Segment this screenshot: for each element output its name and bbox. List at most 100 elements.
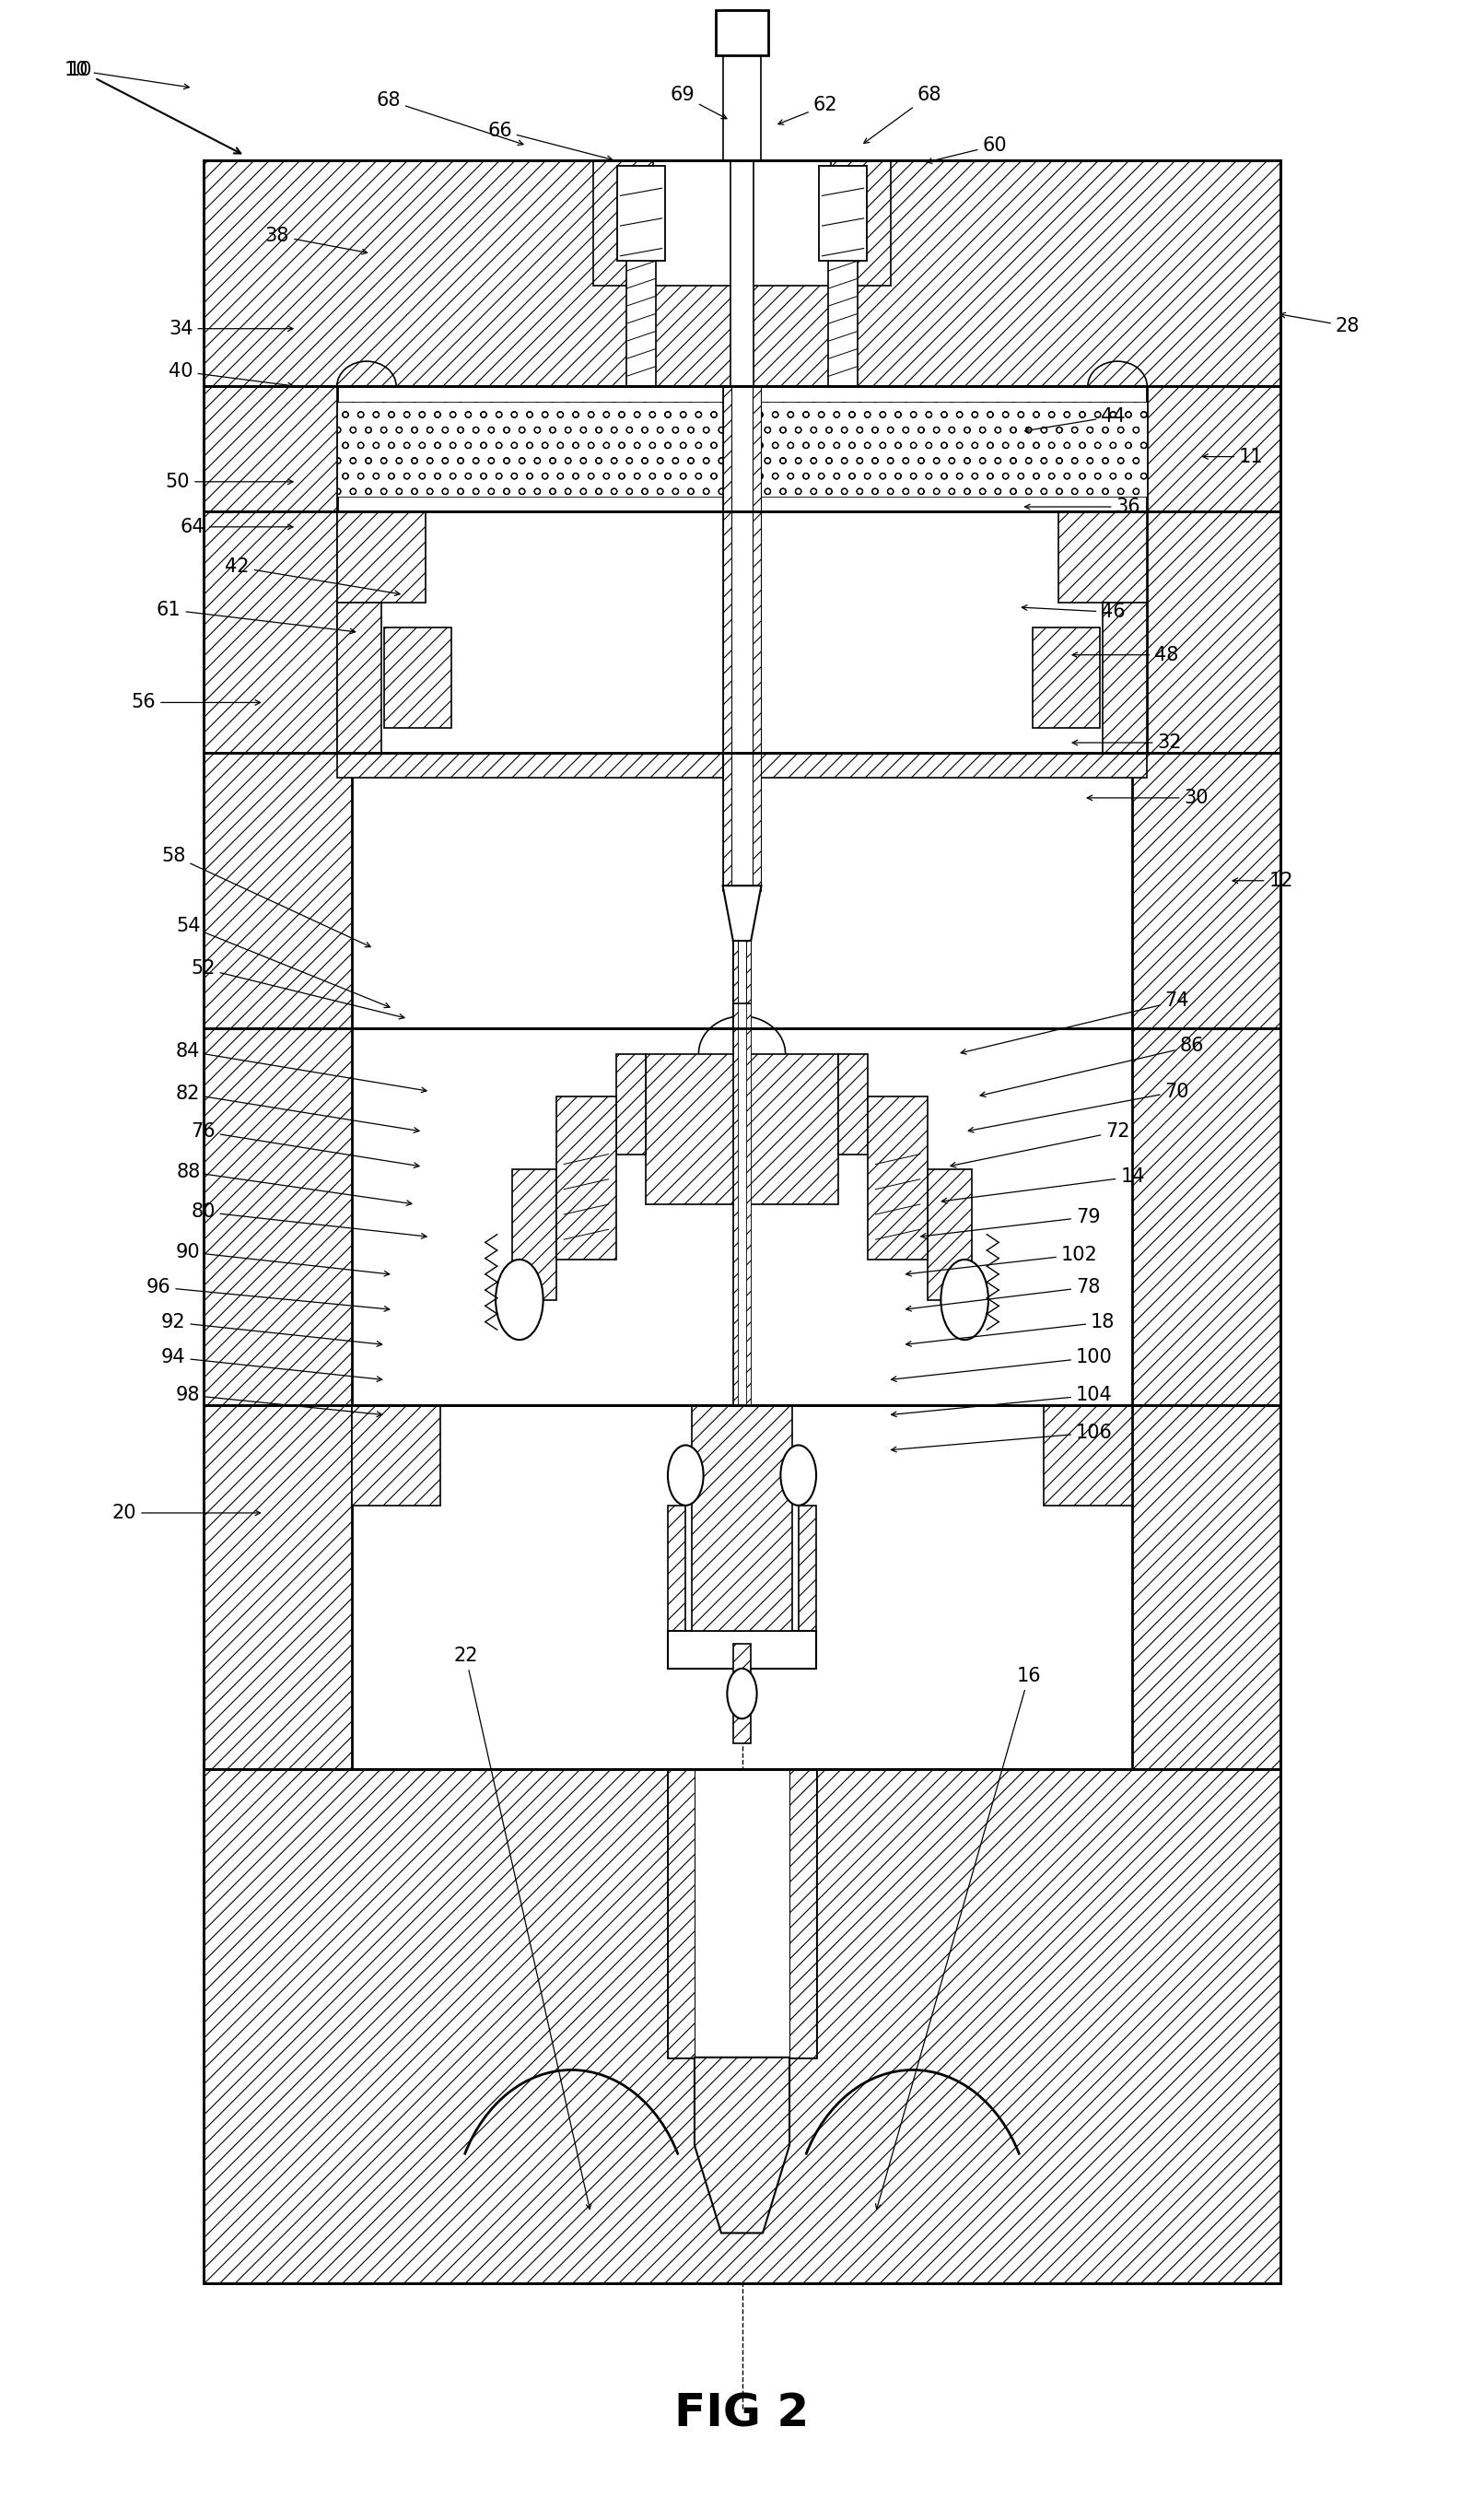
- Bar: [203, 512, 337, 753]
- Bar: [761, 401, 1147, 497]
- Bar: [617, 166, 665, 261]
- Bar: [668, 1769, 816, 2057]
- Bar: [752, 753, 761, 891]
- Bar: [723, 512, 732, 753]
- Bar: [723, 753, 761, 891]
- Text: 58: 58: [162, 846, 371, 946]
- Polygon shape: [723, 886, 761, 941]
- Bar: [203, 161, 1281, 386]
- Bar: [723, 10, 761, 161]
- Circle shape: [668, 1445, 703, 1505]
- Bar: [723, 386, 732, 512]
- Bar: [828, 251, 858, 386]
- Text: 64: 64: [180, 517, 292, 537]
- Text: 84: 84: [177, 1041, 426, 1091]
- Text: 82: 82: [177, 1084, 418, 1132]
- Text: 96: 96: [145, 1277, 389, 1312]
- Text: 106: 106: [892, 1423, 1113, 1453]
- Text: 98: 98: [177, 1385, 381, 1418]
- Bar: [1132, 1029, 1281, 1405]
- Text: 14: 14: [942, 1167, 1144, 1204]
- Bar: [337, 512, 426, 602]
- Text: 16: 16: [876, 1666, 1042, 2210]
- Text: 102: 102: [907, 1244, 1098, 1277]
- Bar: [616, 1054, 646, 1154]
- Text: FIG 2: FIG 2: [675, 2391, 809, 2436]
- Bar: [203, 1405, 352, 1769]
- Text: 10: 10: [65, 60, 188, 88]
- Bar: [594, 161, 653, 286]
- Text: 68: 68: [864, 85, 941, 143]
- Text: 68: 68: [377, 90, 524, 146]
- Bar: [203, 386, 337, 512]
- Text: 66: 66: [487, 120, 611, 161]
- Bar: [819, 166, 867, 261]
- Bar: [723, 512, 761, 753]
- Bar: [831, 161, 890, 286]
- Bar: [746, 1004, 751, 1405]
- Bar: [384, 627, 451, 728]
- Text: 28: 28: [1281, 314, 1359, 336]
- Circle shape: [727, 1668, 757, 1719]
- Bar: [789, 1769, 816, 2057]
- Text: 104: 104: [892, 1385, 1113, 1418]
- Bar: [337, 401, 723, 497]
- Bar: [1043, 1405, 1132, 1505]
- Bar: [715, 10, 769, 55]
- Bar: [203, 161, 1281, 386]
- Text: 36: 36: [1025, 497, 1141, 517]
- Bar: [512, 1169, 556, 1300]
- Text: 79: 79: [922, 1207, 1101, 1239]
- Bar: [653, 286, 831, 386]
- Text: 18: 18: [907, 1312, 1114, 1347]
- Bar: [733, 1004, 751, 1405]
- Bar: [556, 1096, 616, 1260]
- Bar: [1147, 512, 1281, 753]
- Bar: [203, 1029, 352, 1405]
- Text: 30: 30: [1088, 788, 1208, 808]
- Bar: [203, 512, 1281, 753]
- Text: 62: 62: [778, 95, 838, 125]
- Circle shape: [941, 1260, 988, 1340]
- Text: 40: 40: [169, 361, 292, 389]
- Text: 10: 10: [68, 60, 240, 153]
- Bar: [730, 161, 754, 386]
- Bar: [1147, 386, 1281, 512]
- Text: 80: 80: [191, 1202, 426, 1239]
- Bar: [752, 512, 761, 753]
- Text: 69: 69: [669, 85, 727, 118]
- Text: 72: 72: [951, 1122, 1129, 1167]
- Bar: [733, 1643, 751, 1744]
- Text: 32: 32: [1073, 733, 1181, 753]
- Bar: [203, 386, 1281, 512]
- Text: 88: 88: [177, 1162, 411, 1207]
- Bar: [1058, 512, 1147, 602]
- Polygon shape: [695, 2057, 789, 2233]
- Text: 94: 94: [160, 1347, 381, 1382]
- Text: 38: 38: [266, 226, 367, 253]
- Bar: [733, 941, 738, 1029]
- Bar: [203, 1029, 1281, 1405]
- Bar: [1033, 627, 1100, 728]
- Text: 42: 42: [226, 557, 399, 595]
- Bar: [668, 1769, 695, 2057]
- Text: 76: 76: [190, 1122, 418, 1167]
- Bar: [203, 1769, 1281, 2283]
- Bar: [761, 753, 1147, 778]
- Text: 78: 78: [907, 1277, 1100, 1312]
- Circle shape: [496, 1260, 543, 1340]
- Bar: [1103, 602, 1147, 753]
- Bar: [868, 1096, 928, 1260]
- Bar: [692, 1405, 792, 1631]
- Bar: [203, 1769, 1281, 2283]
- Bar: [723, 753, 732, 891]
- Circle shape: [781, 1445, 816, 1505]
- Bar: [733, 941, 751, 1029]
- Text: 46: 46: [1022, 602, 1126, 622]
- Bar: [626, 251, 656, 386]
- Bar: [752, 386, 761, 512]
- Text: 52: 52: [191, 958, 404, 1019]
- Text: 74: 74: [962, 991, 1189, 1054]
- Bar: [203, 753, 352, 1029]
- Bar: [723, 386, 761, 512]
